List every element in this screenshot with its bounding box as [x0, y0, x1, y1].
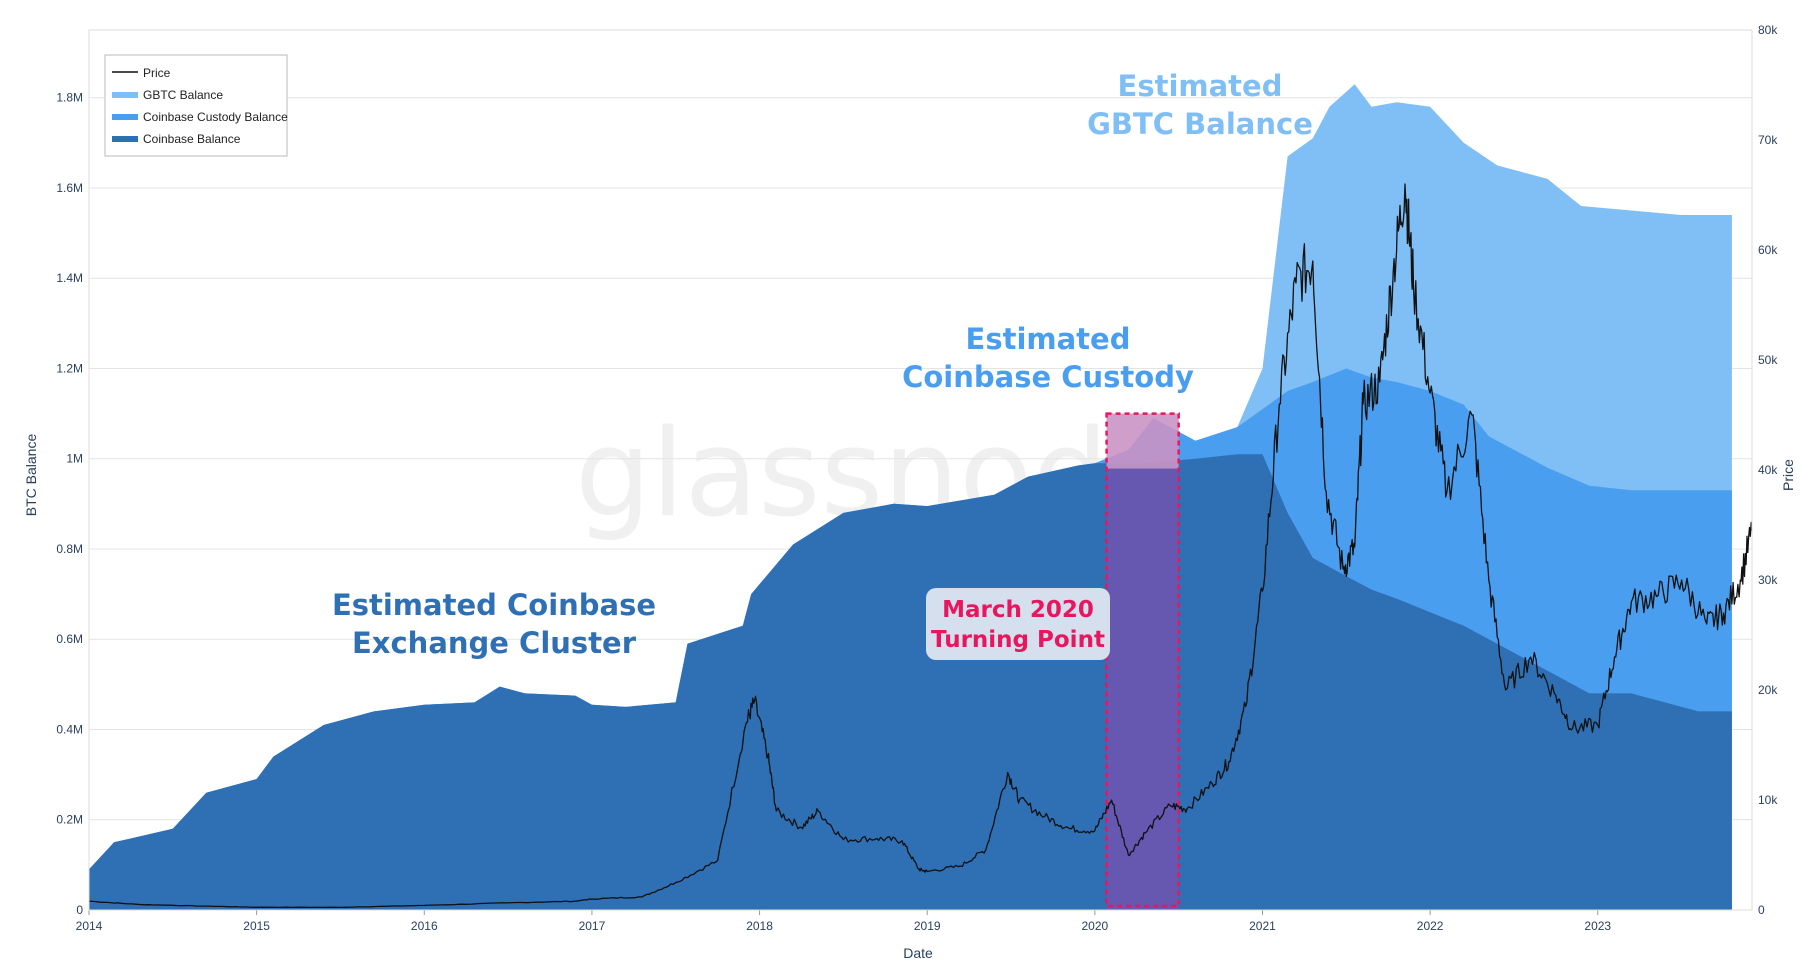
annotation-coinbase-custody-line2: Coinbase Custody: [902, 360, 1194, 394]
turning-point-box: [926, 588, 1110, 660]
y-tick-label-3: 0.6M: [56, 632, 83, 646]
legend-gbtc-swatch: [112, 92, 138, 98]
x-tick-label-4: 2018: [746, 919, 773, 933]
legend: Price GBTC Balance Coinbase Custody Bala…: [104, 54, 288, 157]
y-tick-label-5: 1M: [66, 452, 83, 466]
y-tick-label-9: 1.8M: [56, 91, 83, 105]
legend-custody: Coinbase Custody Balance: [143, 110, 288, 124]
x-tick-label-5: 2019: [914, 919, 941, 933]
highlight-fill: [1106, 413, 1179, 910]
area-coinbase-balance: [89, 454, 1732, 910]
legend-coinbase-swatch: [112, 136, 138, 142]
axes: 0 0.2M 0.4M 0.6M 0.8M 1M 1.2M 1.4M 1.6M 1.8M 0 10k 2…: [56, 23, 1778, 933]
y2-tick-label-1: 10k: [1758, 793, 1778, 807]
legend-coinbase: Coinbase Balance: [143, 132, 241, 146]
x-tick-label-0: 2014: [76, 919, 103, 933]
highlight-top-tint: [1106, 413, 1179, 469]
area-series: [89, 84, 1732, 910]
legend-price: Price: [143, 66, 171, 80]
y2-tick-label-2: 20k: [1758, 683, 1778, 697]
highlight-border: [1105, 412, 1180, 908]
x-tick-label-9: 2023: [1584, 919, 1611, 933]
x-tick-label-7: 2021: [1249, 919, 1276, 933]
annotation-turning-point-line1: March 2020: [942, 597, 1094, 623]
y-tick-label-6: 1.2M: [56, 361, 83, 375]
annotation-gbtc-line2: GBTC Balance: [1087, 107, 1313, 141]
annotation-coinbase-custody: Estimated Coinbase Custody: [902, 322, 1194, 394]
annotation-gbtc: Estimated GBTC Balance: [1087, 69, 1313, 141]
price-line: [88, 183, 1753, 909]
y-tick-label-8: 1.6M: [56, 181, 83, 195]
x-tick-label-2: 2016: [411, 919, 438, 933]
y2-tick-label-4: 40k: [1758, 463, 1778, 477]
y2-tick-label-8: 80k: [1758, 23, 1778, 37]
y2-axis-title: Price: [1780, 459, 1796, 491]
y-tick-label-0: 0: [76, 903, 83, 917]
x-axis-title: Date: [903, 945, 933, 961]
y2-tick-label-6: 60k: [1758, 243, 1778, 257]
y-tick-label-2: 0.4M: [56, 722, 83, 736]
y2-tick-label-7: 70k: [1758, 133, 1778, 147]
y-axis-title: BTC Balance: [23, 434, 39, 517]
y-tick-label-4: 0.8M: [56, 542, 83, 556]
annotation-turning-point: March 2020 Turning Point: [926, 588, 1110, 660]
annotation-coinbase-custody-line1: Estimated: [966, 322, 1131, 356]
annotation-gbtc-line1: Estimated: [1118, 69, 1283, 103]
y2-tick-label-0: 0: [1758, 903, 1765, 917]
y2-tick-label-5: 50k: [1758, 353, 1778, 367]
price-series: [88, 183, 1753, 909]
annotation-coinbase-exchange: Estimated Coinbase Exchange Cluster: [332, 588, 656, 660]
legend-custody-swatch: [112, 114, 138, 120]
annotation-turning-point-line2: Turning Point: [931, 627, 1105, 653]
x-tick-label-1: 2015: [243, 919, 270, 933]
legend-gbtc: GBTC Balance: [143, 88, 223, 102]
y2-tick-label-3: 30k: [1758, 573, 1778, 587]
x-tick-label-6: 2020: [1081, 919, 1108, 933]
y-tick-label-1: 0.2M: [56, 813, 83, 827]
annotation-coinbase-exchange-line2: Exchange Cluster: [352, 626, 637, 660]
x-tick-label-3: 2017: [579, 919, 606, 933]
highlight-region: [1105, 412, 1180, 910]
annotation-coinbase-exchange-line1: Estimated Coinbase: [332, 588, 656, 622]
y-tick-label-7: 1.4M: [56, 271, 83, 285]
plot-frame: [88, 29, 1753, 911]
x-tick-label-8: 2022: [1417, 919, 1444, 933]
